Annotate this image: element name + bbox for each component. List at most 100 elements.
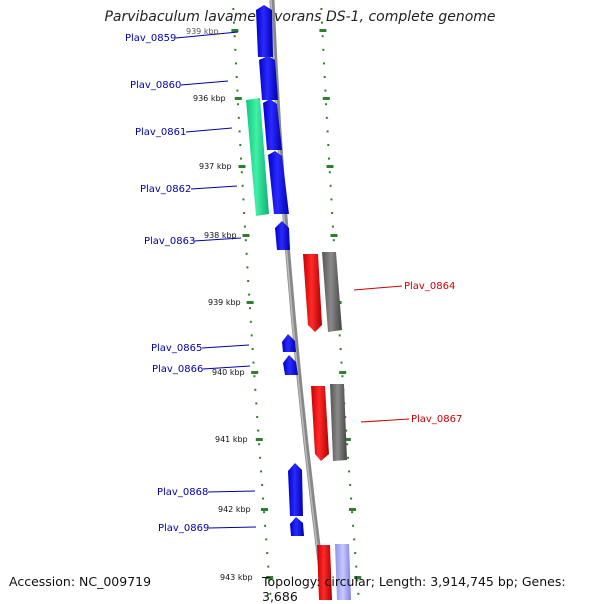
tick-major	[234, 97, 242, 100]
tick-dot	[355, 565, 358, 568]
label-plav-0869[interactable]: Plav_0869	[158, 523, 209, 534]
gene-plav-0867-ortholog	[330, 384, 347, 461]
gene-plav-0863[interactable]	[275, 221, 290, 250]
tick-dot	[249, 320, 252, 323]
tick-track-right	[319, 8, 362, 595]
tick-dot	[321, 21, 323, 24]
tick-dot	[324, 89, 327, 92]
leader-plav-0868	[207, 490, 256, 493]
tick-dot	[351, 511, 354, 514]
label-plav-0862[interactable]: Plav_0862	[140, 184, 191, 195]
tick-dot	[341, 375, 344, 378]
tick-dot	[263, 511, 266, 514]
scale-label-943: 943 kbp	[220, 573, 253, 582]
scale-label-939: 939 kbp	[208, 298, 241, 307]
tick-major	[238, 165, 246, 168]
tick-major	[319, 29, 327, 32]
tick-dot	[356, 579, 359, 582]
tick-major	[255, 438, 263, 441]
map-title: Parvibaculum lavamentivorans DS-1, compl…	[104, 9, 496, 25]
tick-dot	[331, 212, 334, 214]
label-plav-0860[interactable]: Plav_0860	[130, 80, 181, 91]
gene-plav-0869[interactable]	[290, 517, 304, 536]
tick-dot	[248, 293, 251, 296]
tick-dot	[329, 184, 332, 187]
accession-text: Accession: NC_009719	[9, 574, 152, 589]
label-plav-0859[interactable]: Plav_0859	[125, 33, 176, 44]
tick-dot	[260, 470, 263, 473]
gene-plav-0867[interactable]	[311, 386, 329, 461]
tick-dot	[238, 130, 241, 133]
leader-plav-0862	[190, 185, 238, 190]
gene-plav-0860[interactable]	[259, 56, 278, 100]
gene-plav-0861[interactable]	[263, 99, 282, 150]
leader-plav-0866	[202, 365, 251, 370]
tick-dot	[346, 443, 349, 446]
gene-bottom-ortholog	[335, 544, 351, 600]
tick-major	[242, 234, 250, 237]
tick-dot	[256, 416, 259, 418]
tick-dot	[265, 538, 268, 541]
tick-dot	[332, 239, 335, 242]
tick-major	[349, 508, 356, 511]
tick-dot	[339, 348, 342, 350]
tick-dot	[327, 144, 330, 146]
gene-bottom-reverse[interactable]	[317, 545, 332, 600]
tick-dot	[258, 443, 261, 446]
tick-dot	[251, 348, 254, 350]
scale-label-top-partial: 939 kbp	[186, 27, 219, 36]
tick-dot	[264, 524, 267, 527]
tick-dot	[261, 484, 264, 486]
scale-labels: 939 kbp 936 kbp 937 kbp 938 kbp 939 kbp …	[186, 27, 253, 582]
gene-plav-0859[interactable]	[256, 5, 273, 57]
tick-dot	[338, 334, 341, 337]
tick-dot	[325, 116, 328, 119]
gene-plav-0862[interactable]	[268, 151, 289, 214]
tick-dot	[348, 470, 351, 473]
gene-plav-0868[interactable]	[288, 463, 303, 516]
scale-label-938: 938 kbp	[204, 231, 237, 240]
leader-plav-0861	[185, 127, 233, 133]
tick-dot	[244, 239, 247, 242]
scale-label-937: 937 kbp	[199, 162, 232, 171]
tick-major	[354, 576, 362, 579]
tick-dot	[320, 8, 323, 10]
gene-plav-0864[interactable]	[303, 254, 322, 332]
tick-major	[322, 97, 330, 100]
gene-plav-0861-rna[interactable]	[246, 98, 269, 216]
label-plav-0868[interactable]: Plav_0868	[157, 487, 208, 498]
tick-major	[251, 371, 259, 374]
label-plav-0866[interactable]: Plav_0866	[152, 364, 203, 375]
tick-major	[261, 508, 268, 511]
label-plav-0861[interactable]: Plav_0861	[135, 127, 186, 138]
tick-dot	[237, 103, 240, 106]
tick-dot	[234, 48, 237, 51]
tick-dot	[240, 171, 243, 174]
leader-plav-0869	[208, 526, 257, 529]
label-plav-0867[interactable]: Plav_0867	[411, 414, 462, 425]
tick-dot	[233, 35, 236, 38]
tick-major	[339, 371, 347, 374]
scale-label-942: 942 kbp	[218, 505, 251, 514]
tick-dot	[345, 429, 348, 432]
leader-plav-0863	[193, 237, 242, 242]
tick-dot	[252, 361, 255, 364]
tick-dot	[262, 497, 265, 500]
tick-dot	[325, 103, 328, 106]
tick-major	[246, 301, 254, 304]
gene-plav-0866[interactable]	[283, 355, 298, 375]
label-plav-0865[interactable]: Plav_0865	[151, 343, 202, 354]
tick-major	[330, 234, 338, 237]
label-plav-0863[interactable]: Plav_0863	[144, 236, 195, 247]
label-plav-0864[interactable]: Plav_0864	[404, 281, 455, 292]
tick-dot	[328, 157, 330, 160]
tick-dot	[237, 116, 240, 119]
tick-dot	[250, 334, 253, 337]
tick-dot	[267, 565, 270, 568]
tick-track-left	[231, 8, 274, 595]
tick-dot	[347, 456, 350, 459]
gene-plav-0865[interactable]	[282, 334, 296, 352]
gene-plav-0864-ortholog	[322, 252, 342, 332]
tick-dot	[245, 252, 248, 255]
